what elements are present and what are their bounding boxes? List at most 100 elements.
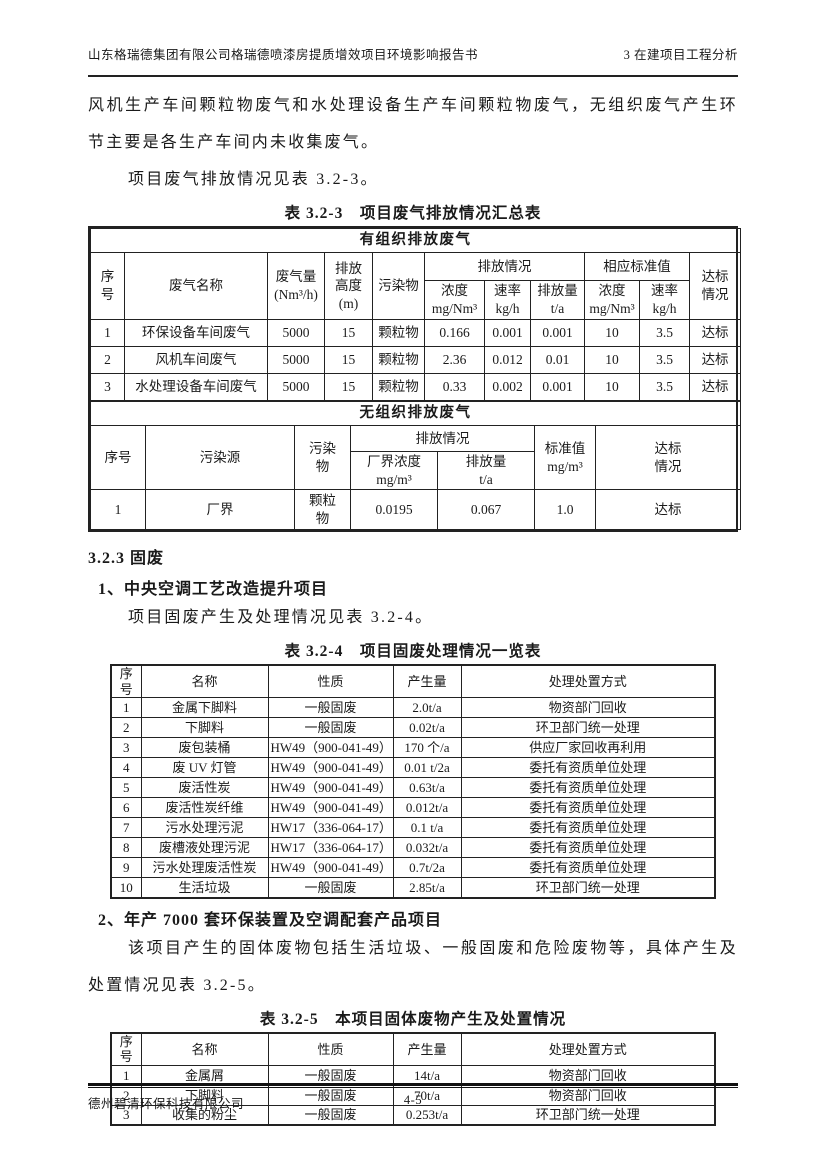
col-std-conc: 浓度 mg/Nm³ [584,280,640,320]
table-cell: 5000 [267,373,325,401]
table-cell: 一般固废 [267,1064,394,1086]
table-row: 3 废包装桶 HW49（900-041-49） 170 个/a 供应厂家回收再利用 [110,737,716,759]
table-cell: 0.012 [484,346,531,374]
table-cell: 一般固废 [267,717,394,739]
col-seq: 序号 [110,664,142,699]
col-name: 名称 [140,664,269,699]
table-cell: 金属下脚料 [140,697,269,719]
col-group-standard: 相应标准值 [584,252,690,281]
table-cell: 委托有资质单位处理 [460,757,716,779]
table-cell: 3.5 [639,346,690,374]
table-cell: 颗粒物 [372,346,425,374]
table-cell: 3.5 [639,319,690,347]
table-323-waste-gas: 有组织排放废气 序 号 废气名称 废气量 (Nm³/h) 排放 高度 (m) 污… [88,226,742,533]
header-report-title: 山东格瑞德集团有限公司格瑞德喷漆房提质增效项目环境影响报告书 [88,48,479,62]
col-pollutant: 污染 物 [294,424,351,491]
table-323-caption: 表 3.2-3 项目废气排放情况汇总表 [284,205,542,222]
table-cell: 废活性炭纤维 [140,797,269,819]
table-cell: 收集的粉尘 [140,1104,269,1126]
organized-header-row-1: 序 号 废气名称 废气量 (Nm³/h) 排放 高度 (m) 污染物 排放情况 … [90,252,742,320]
page-footer: 德州碧清环保科技有限公司 4-5 [88,1093,738,1112]
col-std-rate: 速率 kg/h [639,280,690,320]
table-cell: 10 [584,319,640,347]
table-cell: 8 [110,837,142,859]
table-cell: 委托有资质单位处理 [460,777,716,799]
table-cell: HW49（900-041-49） [267,757,394,779]
table-cell: 污水处理污泥 [140,817,269,839]
table-cell: 3 [90,373,125,401]
table-cell: 废活性炭 [140,777,269,799]
table-row: 2 下脚料 一般固废 70t/a 物资部门回收 [110,1084,716,1106]
col-source: 污染源 [145,424,295,491]
table-325-solid-waste: 序号 名称 性质 产生量 处理处置方式 1 金属屑 一般固废 14t/a 物资部门回收 2… [110,1031,716,1127]
col-output: 产生量 [392,664,462,699]
table-cell: 14t/a [392,1064,462,1086]
col-nature: 性质 [267,664,394,699]
table-row: 3 收集的粉尘 一般固废 0.253t/a 环卫部门统一处理 [110,1104,716,1126]
unorganized-header-row-2: 厂界浓度 mg/m³ 排放量 t/a [91,450,741,491]
col-seq: 序 号 [90,252,125,320]
table-cell: 达标 [688,373,742,401]
table-cell: 1.0 [534,489,596,531]
header-chapter-title: 3 在建项目工程分析 [623,48,738,62]
table-row: 3 水处理设备车间废气 5000 15 颗粒物 0.33 0.002 0.001 10 3.5 达标 [90,373,742,401]
table-324-solid-waste: 序号 名称 性质 产生量 处理处置方式 1 金属下脚料 一般固废 2.0t/a 物资部门… [110,664,716,899]
table-row: 8 废槽液处理污泥 HW17（336-064-17） 0.032t/a 委托有资质单位处… [110,837,716,859]
table-row: 5 废活性炭 HW49（900-041-49） 0.63t/a 委托有资质单位处理 [110,777,716,799]
heading-project2: 2、年产 7000 套环保装置及空调配套产品项目 [98,911,443,929]
table-cell: 1 [110,697,142,719]
table-row: 9 污水处理废活性炭 HW49（900-041-49） 0.7t/2a 委托有资质单位处… [110,857,716,879]
table-cell: 环卫部门统一处理 [460,877,716,899]
table-324-caption: 表 3.2-4 项目固废处理情况一览表 [284,643,542,661]
table-323-organized: 有组织排放废气 序 号 废气名称 废气量 (Nm³/h) 排放 高度 (m) 污… [89,228,742,401]
table-cell: HW49（900-041-49） [267,857,394,879]
table-cell: 15 [324,319,373,347]
paragraph-see-table-323: 项目废气排放情况见表 3.2-3。 [128,171,379,188]
table-cell: 6 [110,797,142,819]
table-cell: 委托有资质单位处理 [460,817,716,839]
table-cell: 0.33 [424,373,485,401]
table-cell: 生活垃圾 [140,877,269,899]
table-row: 10 生活垃圾 一般固废 2.85t/a 环卫部门统一处理 [110,877,716,899]
table-cell: 7 [110,817,142,839]
table-cell: 金属屑 [140,1064,269,1086]
table-row: 2 下脚料 一般固废 0.02t/a 环卫部门统一处理 [110,717,716,739]
col-boundary-conc: 厂界浓度 mg/m³ [350,450,438,491]
table-cell: 委托有资质单位处理 [460,837,716,859]
table-cell: 5000 [267,319,325,347]
col-output: 产生量 [392,1032,462,1066]
paragraph-intro: 风机生产车间颗粒物废气和水处理设备生产车间颗粒物废气，无组织废气产生环节主要是各… [88,97,738,151]
table-cell: 一般固废 [267,697,394,719]
table-cell: 水处理设备车间废气 [124,373,268,401]
table-cell: 污水处理废活性炭 [140,857,269,879]
table-cell: 废 UV 灯管 [140,757,269,779]
table-cell: 风机车间废气 [124,346,268,374]
heading-solid-waste: 3.2.3 固废 [88,550,165,568]
col-disposal: 处理处置方式 [460,664,716,699]
table-cell: 0.067 [437,489,535,531]
table-row: 6 废活性炭纤维 HW49（900-041-49） 0.012t/a 委托有资质单位处理 [110,797,716,819]
table-cell: HW49（900-041-49） [267,777,394,799]
table-cell: 委托有资质单位处理 [460,857,716,879]
table-cell: HW17（336-064-17） [267,837,394,859]
table-cell: 环卫部门统一处理 [460,717,716,739]
table-cell: 物资部门回收 [460,697,716,719]
table-cell: 2 [110,717,142,739]
organized-banner-row: 有组织排放废气 [89,228,742,253]
table-cell: 2 [90,346,125,374]
table-cell: 2.85t/a [392,877,462,899]
table-row: 1 厂界 颗粒 物 0.0195 0.067 1.0 达标 [90,489,742,531]
table-cell: HW49（900-041-49） [267,797,394,819]
table-324-header-row: 序号 名称 性质 产生量 处理处置方式 [110,664,716,699]
table-cell: 达标 [688,346,742,374]
table-cell: 2.36 [424,346,485,374]
table-cell: 0.001 [484,319,531,347]
col-compliance: 达标 情况 [594,424,742,491]
table-cell: 达标 [688,319,742,347]
table-cell: 0.166 [424,319,485,347]
table-cell: HW17（336-064-17） [267,817,394,839]
table-row: 7 污水处理污泥 HW17（336-064-17） 0.1 t/a 委托有资质单位处理 [110,817,716,839]
table-cell: 环卫部门统一处理 [460,1104,716,1126]
